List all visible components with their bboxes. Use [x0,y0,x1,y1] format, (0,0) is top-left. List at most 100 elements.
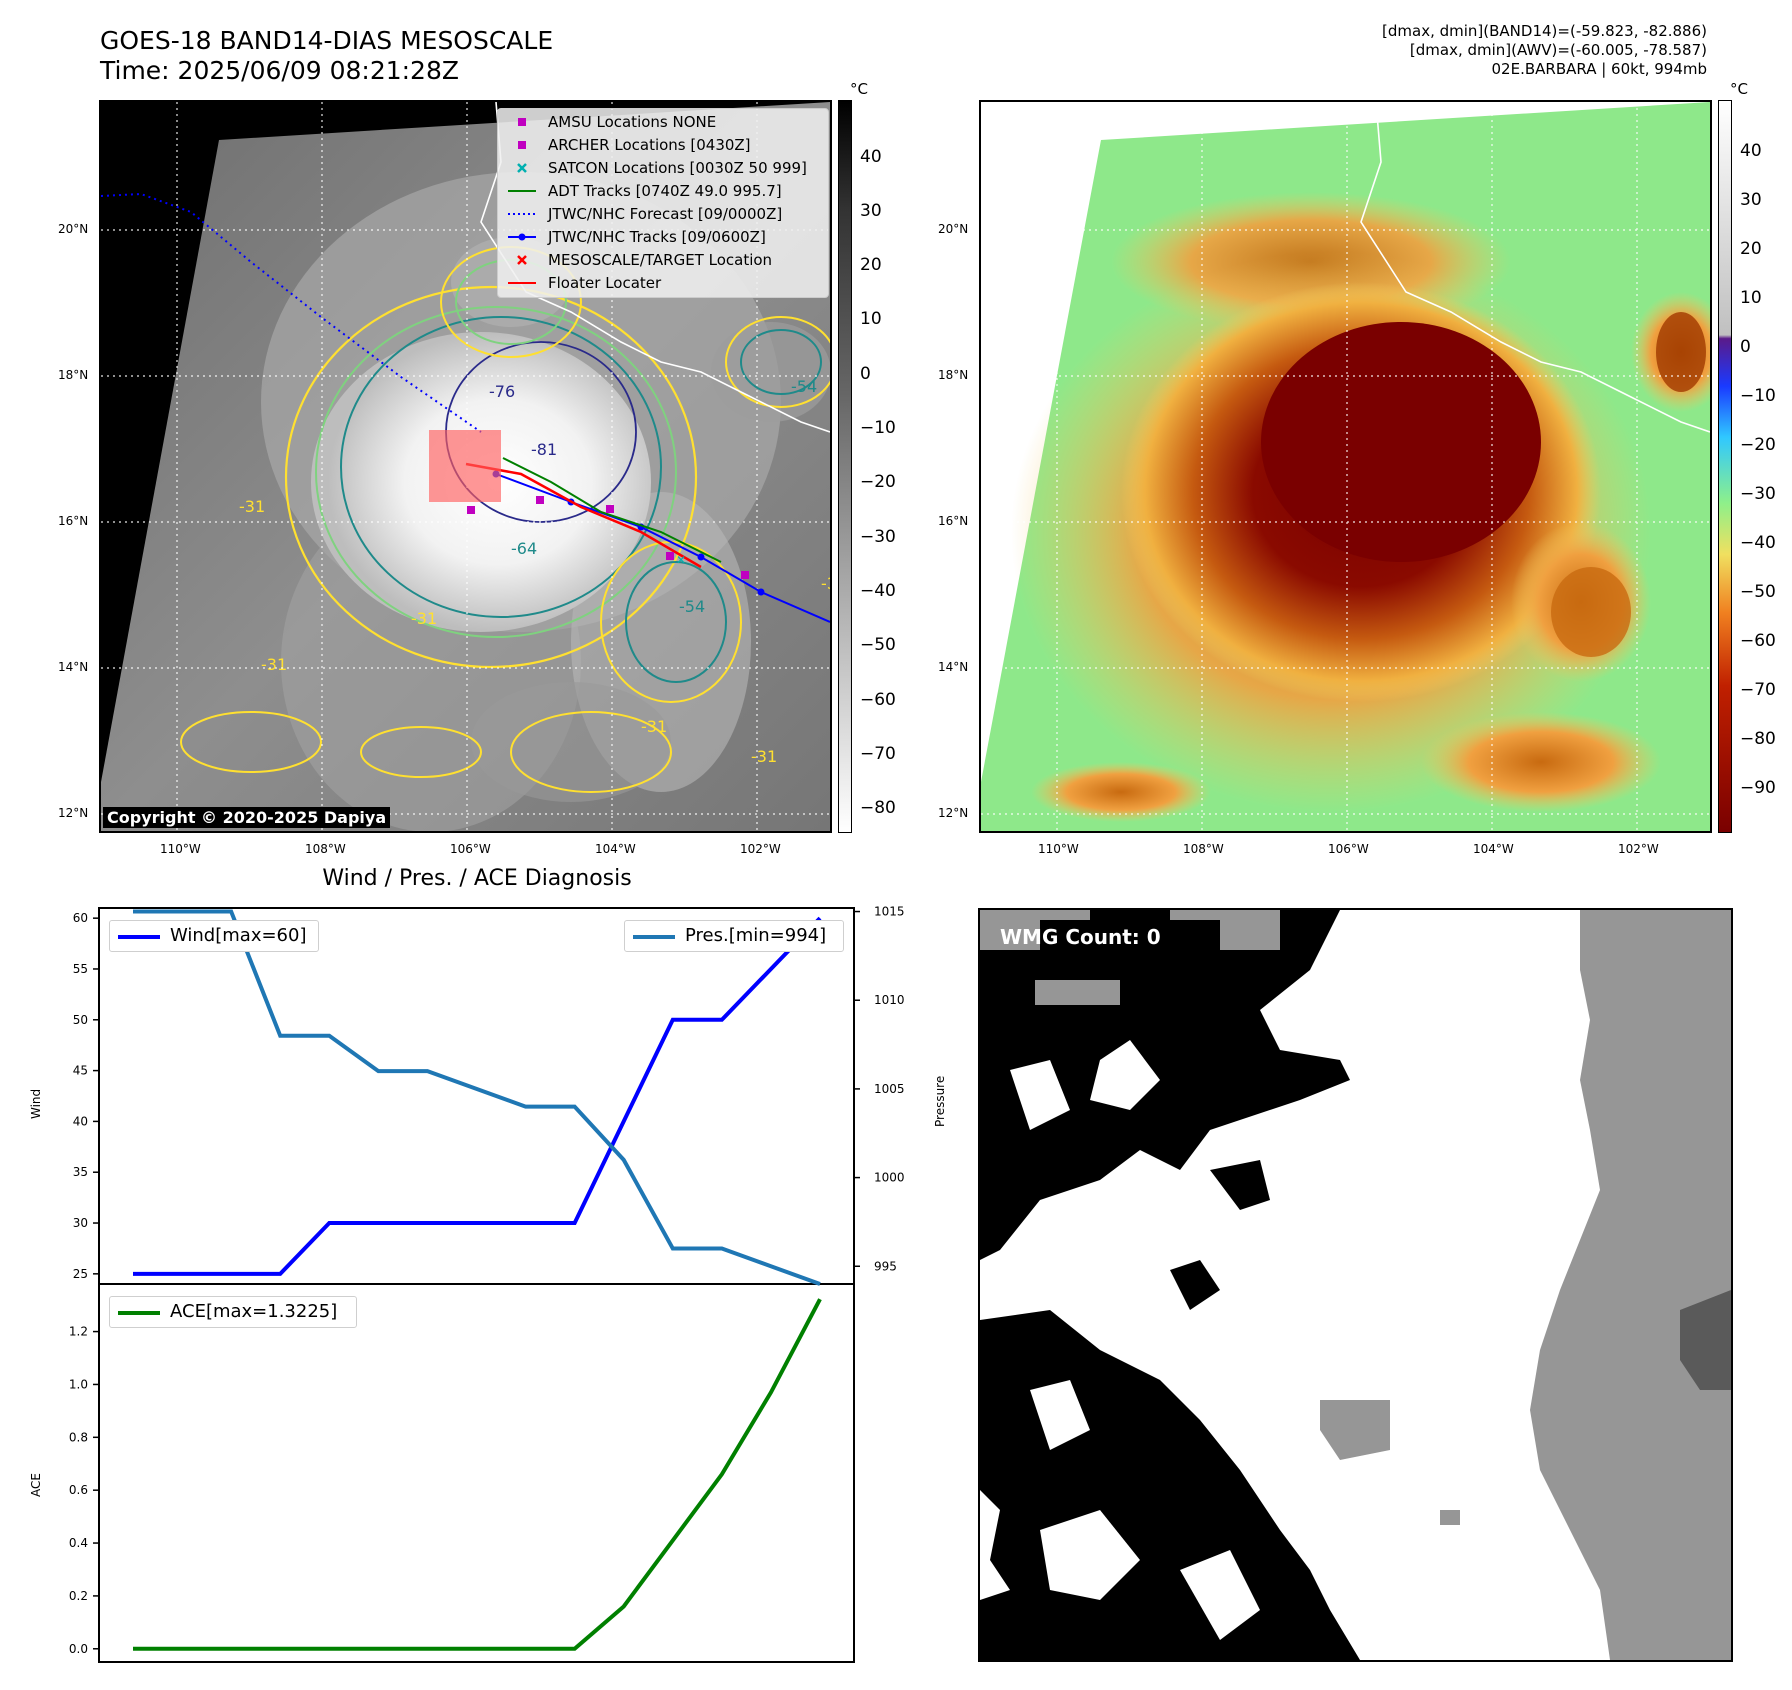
chart-time: Time: 2025/06/09 08:21:28Z [100,56,459,85]
ace-axis-tick-label: 1.2 [69,1325,88,1339]
colorbar-tick: −70 [1740,680,1776,700]
ace-axis-tick-label: 0.4 [69,1536,88,1550]
legend-label: Pres.[min=994] [685,925,827,946]
ace-axis-tick-label: 0.8 [69,1430,88,1444]
colorbar-tick: 0 [1740,337,1751,357]
colorbar-tick: 40 [860,147,882,167]
map-legend: AMSU Locations NONE ARCHER Locations [04… [497,108,829,298]
ace-series-line [133,1298,822,1651]
colorbar-unit: °C [1730,80,1748,98]
lon-label: 106°W [450,842,491,856]
colorbar-tick: −50 [860,635,896,655]
diagnosis-chart: 25 30 35 40 45 50 55 60 995 1000 1005 1010 1015 0.0… [69,905,905,1663]
colorbar-tick: −10 [1740,386,1776,406]
colorbar-tick: −40 [860,581,896,601]
legend-label: JTWC/NHC Forecast [09/0000Z] [548,205,783,223]
colorbar-tick: −20 [860,472,896,492]
stats-block: [dmax, dmin](BAND14)=(-59.823, -82.886) … [1382,22,1707,79]
line-icon [633,935,675,939]
left-colorbar [838,100,852,833]
wind-series-line [133,916,822,1276]
svg-text:✕: ✕ [676,553,686,567]
ace-legend: ACE[max=1.3225] [109,1296,357,1328]
colorbar-tick: −30 [1740,484,1776,504]
lat-label: 16°N [58,514,89,528]
contour-label: -31 [751,747,777,766]
wind-legend: Wind[max=60] [109,920,319,952]
line-icon [118,1311,160,1315]
colorbar-tick: 30 [1740,190,1762,210]
lon-label: 108°W [305,842,346,856]
copyright-badge: Copyright © 2020-2025 Dapiya [103,807,391,828]
ace-frame [98,1283,855,1663]
ace-axis-tick-label: 0.6 [69,1483,88,1497]
contour-label: -54 [791,377,817,396]
line-dot-icon [508,233,536,241]
colorbar-tick: −30 [860,527,896,547]
chart-title: GOES-18 BAND14-DIAS MESOSCALE [100,26,554,55]
ir-map-panel: -76 -81 -64 -54 -31 -31 -31 -54 -31 -31 … [99,100,832,833]
colorbar-tick: −50 [1740,582,1776,602]
contour-label: -31 [261,655,287,674]
lon-label: 102°W [740,842,781,856]
contour-label: -31 [239,497,265,516]
pressure-series-line [133,909,821,1286]
pressure-axis-tick-label: 1000 [874,1171,905,1185]
lat-label: 18°N [58,368,89,382]
legend-label: JTWC/NHC Tracks [09/0600Z] [548,228,766,246]
right-colorbar [1718,100,1732,833]
lat-label: 14°N [938,660,969,674]
lon-label: 108°W [1183,842,1224,856]
dotted-line-icon [508,213,536,215]
lon-label: 104°W [595,842,636,856]
lat-label: 20°N [938,222,969,236]
legend-label: Floater Locater [548,274,662,292]
wind-axis-tick-label: 30 [73,1216,88,1230]
line-icon [118,935,160,939]
wind-axis-tick-label: 40 [73,1114,88,1128]
colorbar-tick: 30 [860,201,882,221]
colorbar-tick: −10 [860,418,896,438]
square-icon [518,141,526,149]
contour-label: -31 [821,574,830,593]
contour-label: -54 [679,597,705,616]
wmg-count-label: WMG Count: 0 [1000,925,1161,949]
pressure-legend: Pres.[min=994] [624,920,844,952]
colorbar-tick: −60 [860,690,896,710]
lon-label: 110°W [1038,842,1079,856]
lon-label: 104°W [1473,842,1514,856]
lon-label: 106°W [1328,842,1369,856]
legend-label: MESOSCALE/TARGET Location [548,251,773,269]
color-map-panel [979,100,1712,833]
contour-label: -31 [411,609,437,628]
colorbar-tick: 10 [1740,288,1762,308]
lat-label: 20°N [58,222,89,236]
wind-axis-tick-label: 25 [73,1267,88,1281]
ace-axis-tick-label: 1.0 [69,1377,88,1391]
stats-band14: [dmax, dmin](BAND14)=(-59.823, -82.886) [1382,22,1707,40]
contour-label: -81 [531,440,557,459]
wind-axis-tick-label: 55 [73,962,88,976]
x-marker-icon [517,163,527,173]
square-icon [518,118,526,126]
colorbar-tick: −40 [1740,533,1776,553]
legend-label: ACE[max=1.3225] [170,1301,338,1322]
wind-axis-tick-label: 50 [73,1013,88,1027]
pressure-axis-tick-label: 1005 [874,1082,905,1096]
line-icon [508,190,536,192]
colorbar-tick: −80 [860,798,896,818]
colorbar-tick: 20 [860,255,882,275]
colorbar-tick: −90 [1740,778,1776,798]
colorbar-tick: −60 [1740,631,1776,651]
color-map-svg [981,102,1710,831]
colorbar-unit: °C [850,80,868,98]
pressure-axis-tick-label: 1015 [874,905,905,919]
lat-label: 18°N [938,368,969,382]
legend-label: AMSU Locations NONE [548,113,717,131]
lon-label: 102°W [1618,842,1659,856]
contour-label: -31 [641,717,667,736]
ace-axis-tick-label: 0.2 [69,1589,88,1603]
legend-label: Wind[max=60] [170,925,307,946]
stats-awv: [dmax, dmin](AWV)=(-60.005, -78.587) [1409,41,1707,59]
wind-axis-tick-label: 45 [73,1064,88,1078]
